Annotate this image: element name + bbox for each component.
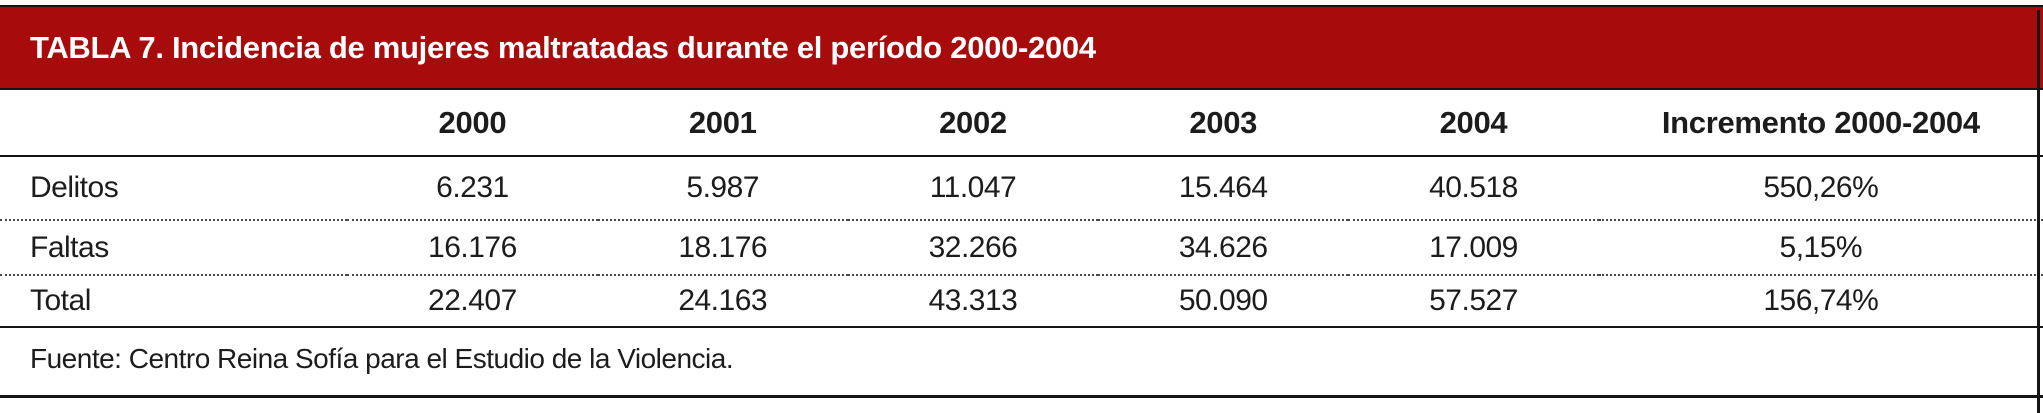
table-footer: Fuente: Centro Reina Sofía para el Estud… — [0, 328, 2043, 398]
table-row-total: Total 22.407 24.163 43.313 50.090 57.527… — [0, 274, 2043, 328]
document-table: TABLA 7. Incidencia de mujeres maltratad… — [0, 5, 2043, 413]
cell-total-2003: 50.090 — [1098, 274, 1349, 328]
cell-faltas-incremento: 5,15% — [1598, 219, 2043, 275]
row-label: Faltas — [0, 219, 348, 275]
cell-faltas-2002: 32.266 — [847, 219, 1099, 275]
cell-faltas-2003: 34.626 — [1098, 219, 1349, 275]
cell-delitos-2003: 15.464 — [1178, 171, 1268, 204]
cell-delitos-2004: 40.518 — [1429, 171, 1518, 204]
cell-delitos-incremento: 550,26% — [1763, 171, 1879, 204]
cell-faltas-2001: 18.176 — [597, 219, 848, 275]
cell-faltas-2004: 17.009 — [1348, 219, 1599, 275]
cell-faltas-2000: 16.176 — [347, 219, 598, 275]
cell-total-incremento: 156,74% — [1598, 274, 2043, 328]
source-note: Fuente: Centro Reina Sofía para el Estud… — [30, 342, 734, 374]
column-header-2004: 2004 — [1348, 90, 1599, 157]
cell-total-2002: 43.313 — [847, 274, 1099, 328]
row-label: Delitos — [30, 171, 119, 204]
table-row-delitos: Delitos 6.231 5.987 11.047 15.464 40.518… — [0, 156, 2043, 220]
cell-delitos-2001: 5.987 — [686, 171, 759, 204]
cell-total-2001: 24.163 — [597, 274, 848, 328]
cell-delitos-2000: 6.231 — [436, 171, 509, 204]
column-header-2002: 2002 — [847, 90, 1099, 157]
column-header-2000: 2000 — [347, 90, 598, 157]
column-header-2003: 2003 — [1098, 90, 1349, 157]
column-header-2001: 2001 — [597, 90, 848, 157]
column-header-incremento: Incremento 2000-2004 — [1598, 90, 2043, 157]
header-row: 2000 2001 2002 2003 2004 Incremento 2000… — [0, 90, 2043, 157]
row-label: Total — [0, 274, 348, 328]
table-title: TABLA 7. Incidencia de mujeres maltratad… — [30, 29, 1096, 65]
right-border-line — [2037, 10, 2040, 413]
cell-total-2000: 22.407 — [347, 274, 598, 328]
cell-total-2004: 57.527 — [1348, 274, 1599, 328]
table-title-banner: TABLA 7. Incidencia de mujeres maltratad… — [0, 5, 2043, 90]
data-table: 2000 2001 2002 2003 2004 Incremento 2000… — [0, 90, 2043, 328]
cell-delitos-2002: 11.047 — [929, 171, 1017, 204]
table-row-faltas: Faltas 16.176 18.176 32.266 34.626 17.00… — [0, 219, 2043, 275]
column-header-empty — [0, 90, 348, 157]
